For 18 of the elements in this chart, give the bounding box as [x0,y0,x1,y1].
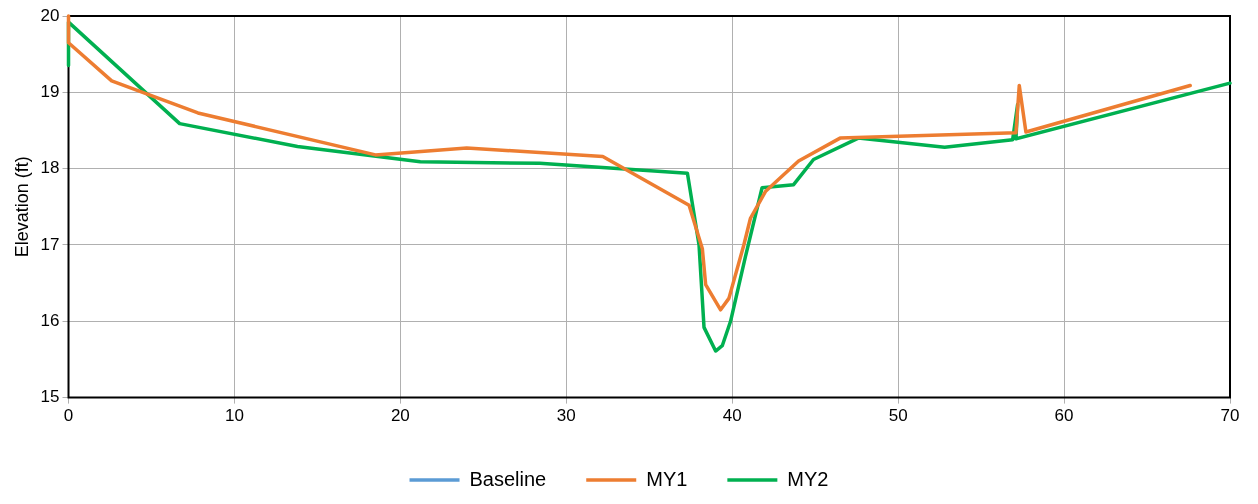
y-axis-title: Elevation (ft) [11,156,32,258]
x-tick-label: 40 [722,406,742,426]
x-tick-label: 50 [888,406,908,426]
x-tick-label: 60 [1054,406,1074,426]
y-tick-label: 20 [40,5,60,25]
x-tick-label: 10 [224,406,244,426]
y-tick-label: 19 [40,82,60,102]
y-tick-label: 15 [40,387,60,407]
x-tick-label: 0 [63,406,74,426]
y-tick-label: 16 [40,310,60,330]
legend-label: MY2 [787,467,829,490]
legend-label: MY1 [646,467,688,490]
x-tick-label: 20 [390,406,410,426]
y-tick-label: 18 [40,158,60,178]
x-tick-label: 30 [556,406,576,426]
legend-label: Baseline [469,467,547,490]
x-tick-label: 70 [1220,406,1240,426]
y-tick-label: 17 [40,234,60,254]
